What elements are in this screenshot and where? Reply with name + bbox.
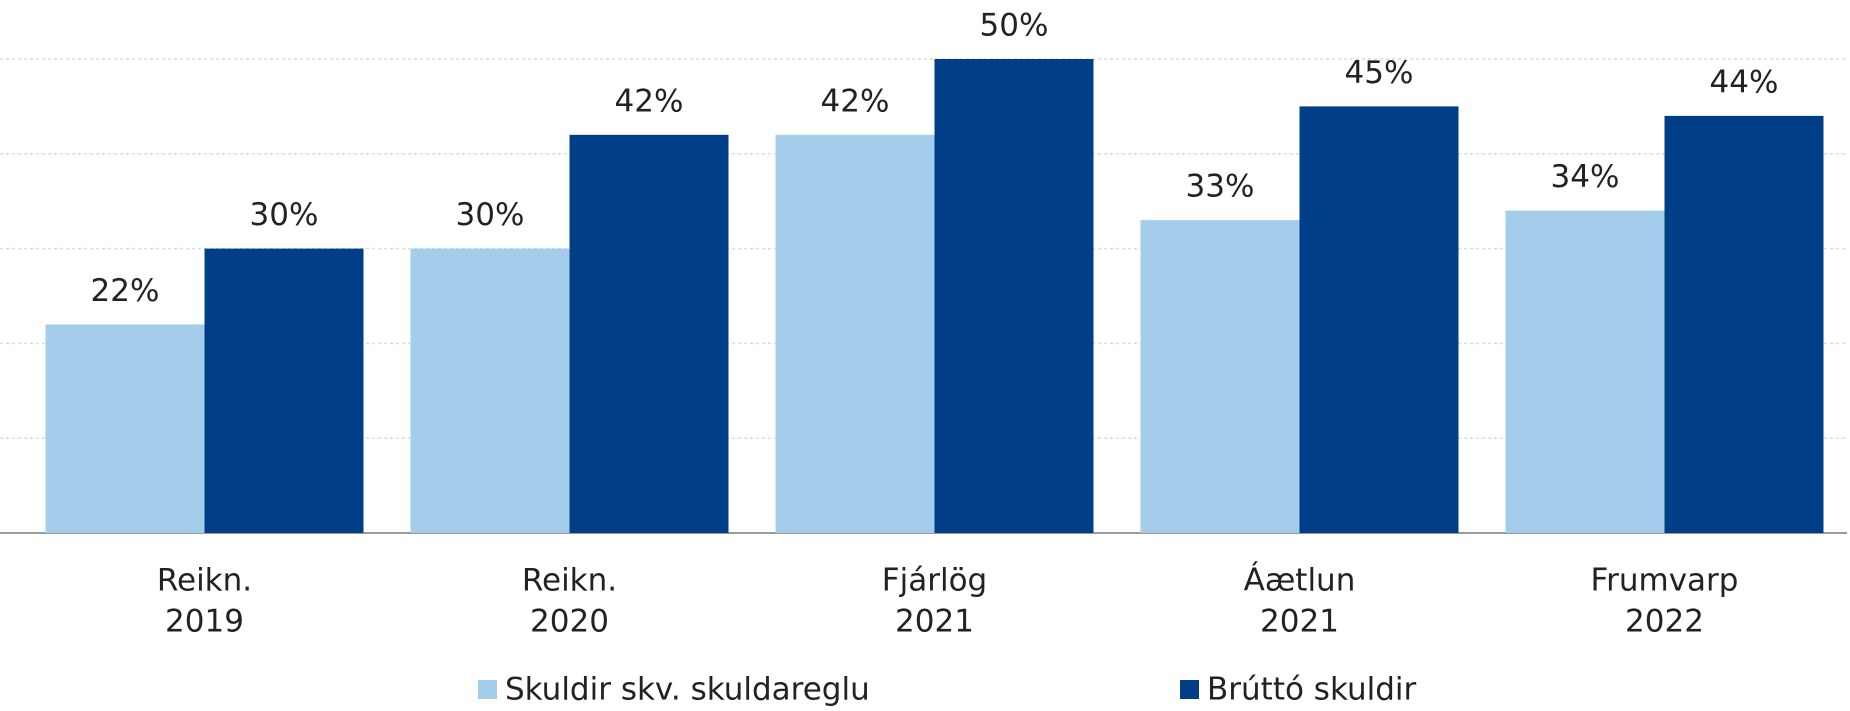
x-tick-label: 2019 <box>165 604 244 640</box>
bar <box>569 134 729 533</box>
value-label: 33% <box>1186 169 1255 205</box>
x-tick-label: 2021 <box>1260 604 1339 640</box>
value-label: 50% <box>980 8 1049 44</box>
bar <box>1299 106 1459 534</box>
bar <box>775 134 935 533</box>
x-tick-label: Áætlun <box>1244 563 1356 599</box>
x-tick-label: Reikn. <box>157 563 252 599</box>
x-tick-label: 2022 <box>1625 604 1704 640</box>
value-label: 42% <box>615 83 684 119</box>
value-label: 44% <box>1710 64 1779 100</box>
bar <box>204 248 364 533</box>
x-tick-label: 2021 <box>895 604 974 640</box>
value-label: 22% <box>91 273 160 309</box>
legend-swatch <box>478 680 497 699</box>
bar <box>410 248 570 533</box>
value-label: 30% <box>456 197 525 233</box>
value-label: 45% <box>1345 55 1414 91</box>
legend-label: Skuldir skv. skuldareglu <box>505 672 870 708</box>
bar <box>1140 220 1300 533</box>
legend-label: Brúttó skuldir <box>1207 672 1416 708</box>
x-tick-label: Frumvarp <box>1591 563 1739 599</box>
value-label: 30% <box>250 197 319 233</box>
bar <box>1505 210 1665 533</box>
bar <box>934 59 1094 533</box>
bar <box>1664 115 1824 533</box>
value-label: 34% <box>1551 159 1620 195</box>
x-tick-label: Reikn. <box>522 563 617 599</box>
x-tick-label: 2020 <box>530 604 609 640</box>
x-tick-label: Fjárlög <box>882 563 987 599</box>
bar <box>45 324 205 533</box>
value-label: 42% <box>821 83 890 119</box>
legend-swatch <box>1180 680 1199 699</box>
